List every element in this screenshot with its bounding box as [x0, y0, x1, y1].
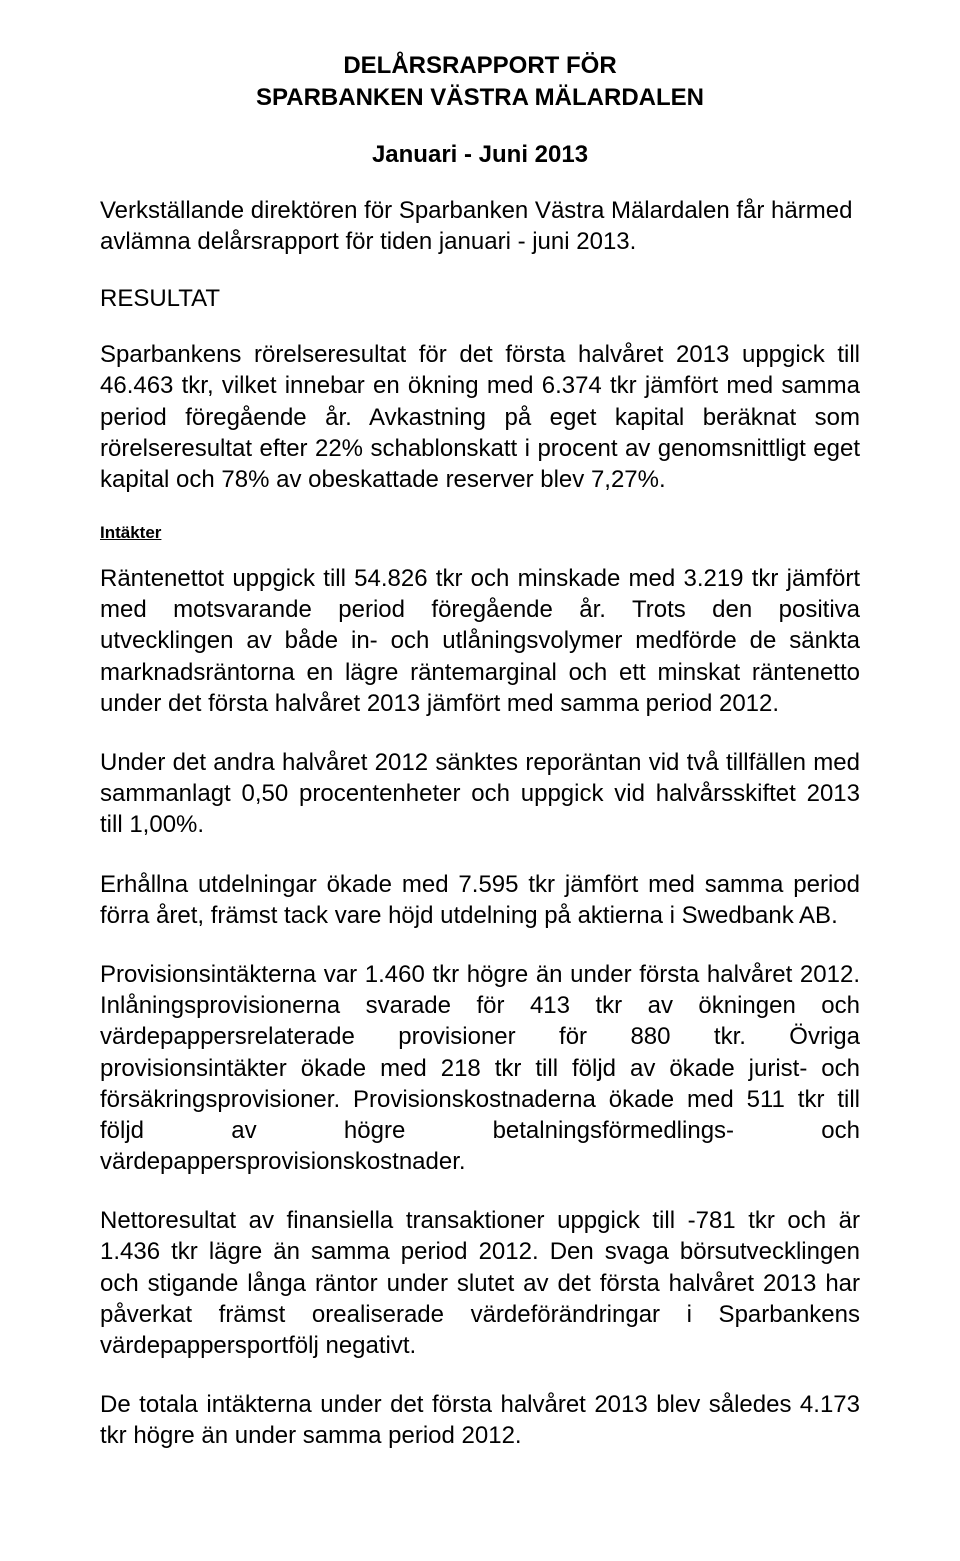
document-subtitle: Januari - Juni 2013: [100, 141, 860, 169]
document-page: DELÅRSRAPPORT FÖR SPARBANKEN VÄSTRA MÄLA…: [0, 0, 960, 1512]
paragraph-3: Under det andra halvåret 2012 sänktes re…: [100, 747, 860, 841]
paragraph-1: Sparbankens rörelseresultat för det förs…: [100, 339, 860, 495]
sub-heading-intakter: Intäkter: [100, 523, 860, 543]
paragraph-6: Nettoresultat av finansiella transaktion…: [100, 1205, 860, 1361]
intro-paragraph: Verkställande direktören för Sparbanken …: [100, 195, 860, 257]
paragraph-4: Erhållna utdelningar ökade med 7.595 tkr…: [100, 869, 860, 931]
paragraph-2: Räntenettot uppgick till 54.826 tkr och …: [100, 563, 860, 719]
title-line-1: DELÅRSRAPPORT FÖR: [343, 52, 616, 79]
paragraph-5: Provisionsintäkterna var 1.460 tkr högre…: [100, 959, 860, 1177]
paragraph-7: De totala intäkterna under det första ha…: [100, 1389, 860, 1451]
section-heading-resultat: RESULTAT: [100, 285, 860, 313]
document-title: DELÅRSRAPPORT FÖR SPARBANKEN VÄSTRA MÄLA…: [100, 50, 860, 115]
title-line-2: SPARBANKEN VÄSTRA MÄLARDALEN: [256, 84, 704, 111]
